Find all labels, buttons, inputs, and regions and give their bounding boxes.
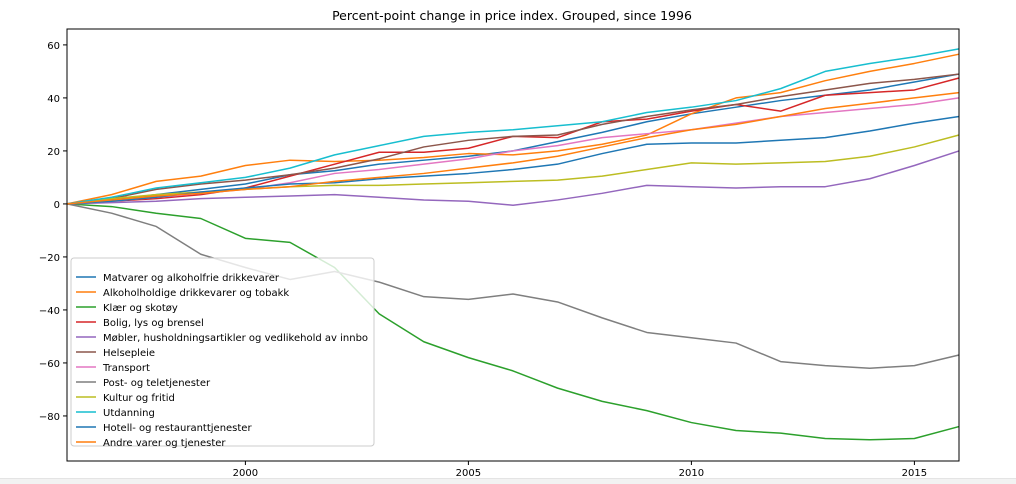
y-tick-label: 20 xyxy=(47,147,60,158)
y-tick-label: 60 xyxy=(47,41,60,52)
legend-entry-label: Klær og skotøy xyxy=(103,303,178,314)
series-line-10 xyxy=(66,48,960,205)
legend-entry-label: Utdanning xyxy=(103,408,155,419)
series-layer xyxy=(66,48,960,441)
series-line-11 xyxy=(66,115,960,205)
legend-entry-label: Hotell- og restauranttjenester xyxy=(103,423,252,434)
x-tick-label: 2015 xyxy=(902,468,927,479)
x-tick-label: 2010 xyxy=(679,468,704,479)
legend-entry-label: Alkoholholdige drikkevarer og tobakk xyxy=(103,288,289,299)
legend-entry-label: Helsepleie xyxy=(103,348,155,359)
series-line-7 xyxy=(66,97,960,205)
chart-title: Percent-point change in price index. Gro… xyxy=(332,8,692,23)
legend-entry-label: Bolig, lys og brensel xyxy=(103,318,204,329)
series-line-2 xyxy=(66,53,960,205)
axes-layer: −80 −60 −40 −20 0 20 40 60 2000 2005 2010 2015 xyxy=(39,41,927,479)
x-tick-label: 2005 xyxy=(456,468,481,479)
series-line-5 xyxy=(66,150,960,206)
legend-entry-label: Andre varer og tjenester xyxy=(103,438,226,449)
y-tick-label: 0 xyxy=(54,200,60,211)
legend-entry-label: Kultur og fritid xyxy=(103,393,175,404)
series-line-3 xyxy=(66,203,960,441)
x-tick-label: 2000 xyxy=(233,468,258,479)
series-line-6 xyxy=(66,73,960,205)
plot-frame xyxy=(66,28,960,462)
series-line-4 xyxy=(66,77,960,205)
series-line-12 xyxy=(66,91,960,205)
legend-entry-label: Transport xyxy=(102,363,150,374)
y-tick-label: −20 xyxy=(39,253,60,264)
y-tick-label: −80 xyxy=(39,412,60,423)
legend-entry-label: Møbler, husholdningsartikler og vedlikeh… xyxy=(103,333,368,344)
legend-box xyxy=(70,257,375,447)
legend-entry-label: Matvarer og alkoholfrie drikkevarer xyxy=(103,273,280,284)
y-tick-label: 40 xyxy=(47,94,60,105)
y-tick-label: −60 xyxy=(39,359,60,370)
y-tick-label: −40 xyxy=(39,306,60,317)
legend-entry-label: Post- og teletjenester xyxy=(103,378,211,389)
window-bottom-edge xyxy=(0,478,1016,484)
legend: Matvarer og alkoholfrie drikkevarer Alkoh… xyxy=(70,257,375,449)
